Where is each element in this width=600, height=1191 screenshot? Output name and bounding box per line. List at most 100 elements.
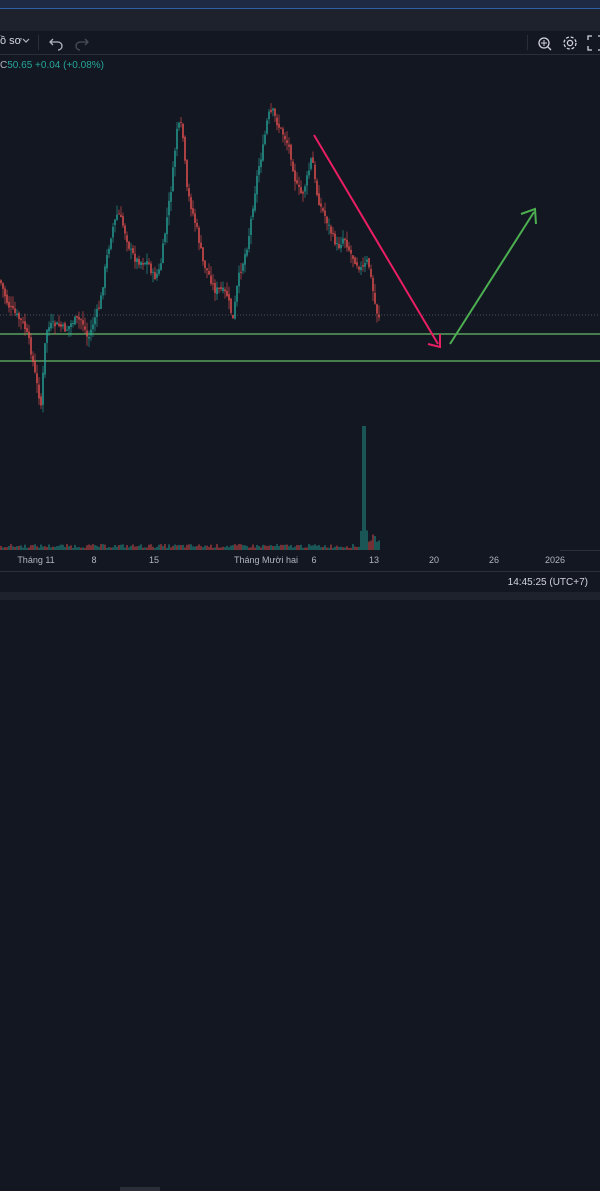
time-axis-tick: Tháng Mười hai <box>234 555 298 565</box>
volume-bar <box>138 545 140 550</box>
volume-bar <box>4 547 6 550</box>
chart-toolbar: ồ sơ <box>0 31 600 55</box>
candle-body <box>0 280 2 284</box>
candle-body <box>262 144 264 161</box>
candle-body <box>308 170 310 176</box>
price-chart[interactable] <box>0 55 600 551</box>
candle-body <box>152 271 154 273</box>
candle-body <box>100 295 102 309</box>
candle-body <box>110 238 112 249</box>
candle-body <box>236 286 238 302</box>
undo-icon[interactable] <box>47 34 65 52</box>
volume-bar <box>50 547 52 550</box>
volume-bar <box>60 544 62 550</box>
volume-bar <box>276 544 278 550</box>
volume-bar <box>306 547 308 550</box>
layout-name[interactable]: ồ sơ <box>0 35 22 47</box>
volume-bar <box>176 545 178 550</box>
volume-bar <box>108 547 110 550</box>
volume-bar <box>282 544 284 550</box>
bottom-bar: 14:45:25 (UTC+7) <box>0 571 600 593</box>
volume-bar <box>174 544 176 550</box>
volume-bar <box>70 545 72 550</box>
volume-bar <box>334 546 336 550</box>
volume-bar <box>234 544 236 550</box>
volume-bar <box>92 544 94 550</box>
candle-body <box>156 273 158 278</box>
volume-bar <box>124 547 126 550</box>
chevron-down-icon[interactable] <box>20 33 32 47</box>
candle-body <box>88 337 90 339</box>
volume-bar <box>330 544 332 550</box>
volume-bar <box>42 546 44 550</box>
volume-bar <box>182 544 184 550</box>
time-axis-tick: 20 <box>428 555 440 565</box>
candle-body <box>194 213 196 223</box>
candle-body <box>86 330 88 337</box>
candle-body <box>68 326 70 330</box>
volume-bar <box>326 547 328 550</box>
redo-icon[interactable] <box>73 34 91 52</box>
volume-bar <box>164 544 166 550</box>
candle-body <box>254 193 256 211</box>
scrollbar[interactable] <box>120 1187 160 1191</box>
candle-body <box>206 268 208 271</box>
volume-bar <box>338 546 340 550</box>
volume-bar <box>280 544 282 550</box>
volume-bar <box>248 547 250 550</box>
volume-bar <box>144 547 146 550</box>
candle-body <box>116 214 118 220</box>
up-arrow-head <box>520 207 537 225</box>
candle-body <box>338 243 340 249</box>
candle-body <box>120 214 122 218</box>
fullscreen-icon[interactable] <box>586 34 600 52</box>
screenshot-icon[interactable] <box>536 34 554 52</box>
candle-body <box>26 328 28 333</box>
volume-bar <box>112 547 114 550</box>
volume-bar <box>296 545 298 550</box>
volume-bar <box>158 544 160 550</box>
candle-body <box>182 123 184 139</box>
volume-bar <box>44 546 46 550</box>
candle-body <box>104 266 106 288</box>
candle-body <box>234 301 236 319</box>
candle-body <box>266 120 268 134</box>
candle-body <box>312 157 314 163</box>
volume-bar <box>148 544 150 550</box>
time-axis[interactable]: Tháng 11 8 15 Tháng Mười hai 6 13 20 26 2026 <box>0 551 600 571</box>
candle-body <box>24 321 26 330</box>
volume-bar <box>288 546 290 550</box>
volume-bar <box>210 544 212 550</box>
volume-bar <box>160 544 162 550</box>
candle-body <box>348 246 350 251</box>
candle-body <box>292 161 294 172</box>
candle-body <box>352 255 354 259</box>
volume-bar <box>214 547 216 550</box>
window-frame <box>0 0 600 8</box>
volume-bar <box>122 544 124 550</box>
candle-body <box>8 301 10 308</box>
gear-icon[interactable] <box>561 34 579 52</box>
volume-bar <box>264 545 266 550</box>
volume-bar <box>358 546 360 550</box>
candle-body <box>376 304 378 314</box>
footer-strip <box>0 592 600 1191</box>
volume-bar <box>316 545 318 550</box>
candle-body <box>280 127 282 129</box>
candle-body <box>52 321 54 323</box>
toolbar-divider <box>38 35 39 50</box>
volume-bar <box>22 547 24 550</box>
volume-bar <box>104 544 106 550</box>
volume-bar <box>246 546 248 550</box>
candle-body <box>250 218 252 235</box>
volume-bar <box>80 547 82 550</box>
candle-body <box>176 128 178 150</box>
volume-bar <box>344 547 346 550</box>
candle-body <box>314 164 316 180</box>
volume-bar <box>36 546 38 550</box>
window-frame-accent <box>0 8 600 9</box>
volume-bar <box>314 544 316 550</box>
volume-bar <box>46 547 48 550</box>
volume-bar <box>274 546 276 550</box>
volume-bar <box>284 544 286 550</box>
